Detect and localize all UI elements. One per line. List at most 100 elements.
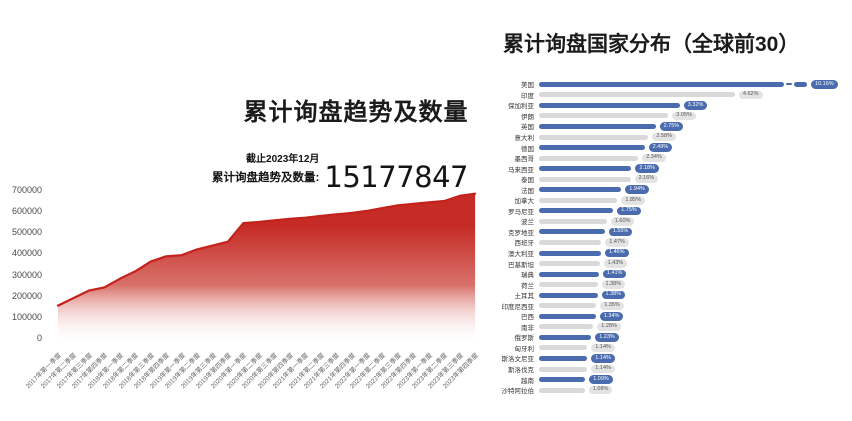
country-chart-title: 累计询盘国家分布（全球前30） [503,33,800,56]
country-label: 美国 [521,82,534,90]
value-badge: 1.08% [588,385,613,395]
bar-row: 巴基斯坦 1.43% [488,258,852,269]
bar-row: 斯洛伐克 1.14% [488,364,852,375]
country-label: 泰国 [521,177,534,185]
bar-row: 罗马尼亚 1.75% [488,206,852,217]
bar-row: 越南 1.09% [488,374,852,385]
bar-row: 马来西亚 2.18% [488,163,852,174]
value-badge: 1.60% [610,217,635,226]
y-tick-label: 500000 [11,227,42,238]
country-label: 巴基斯坦 [508,261,534,269]
trend-chart-title: 累计询盘趋势及数量 [243,99,469,126]
value-badge: 2.75% [659,122,684,131]
country-label: 印度尼西亚 [501,303,535,311]
bar [539,81,784,87]
bar-row: 斯洛文尼亚 1.14% [488,353,852,364]
country-label: 印度 [521,92,534,100]
bar [539,271,599,277]
value-badge: 1.47% [605,238,629,247]
country-label: 德国 [521,145,534,153]
country-label: 罗马尼亚 [508,208,534,216]
bar-row: 土耳其 1.38% [488,290,852,301]
country-label: 匈牙利 [514,345,535,353]
bar [539,218,607,224]
bar [539,208,614,214]
value-badge: 1.75% [617,206,641,216]
bar-row: 保加利亚 3.32% [488,100,852,111]
bar-row: 泰国 2.16% [488,174,852,185]
y-tick-label: 400000 [11,248,42,259]
total-inquiries-label: 累计询盘趋势及数量: [212,172,320,184]
bar [539,292,598,298]
value-badge: 1.28% [597,322,621,332]
trend-chart-panel: 累计询盘趋势及数量 截止2023年12月 累计询盘趋势及数量: 15177847… [11,99,480,390]
y-tick-label: 600000 [11,206,42,217]
country-label: 南非 [521,324,534,332]
bar [539,176,631,182]
bar-row: 匈牙利 1.14% [488,343,852,354]
bar [539,355,588,361]
bar-row: 克罗地亚 1.55% [488,227,852,238]
country-label: 克罗地亚 [508,229,534,237]
value-badge: 1.43% [603,259,628,268]
as-of-date-label: 截止2023年12月 [246,154,320,165]
country-label: 法国 [521,187,534,195]
bar-row: 德国 2.49% [488,142,852,153]
bar-row: 法国 1.94% [488,184,852,195]
value-badge: 2.49% [648,143,673,152]
country-label: 斯洛伐克 [508,367,534,375]
y-tick-label: 0 [36,332,42,343]
bar [539,313,596,319]
value-badge: 3.05% [672,111,696,121]
bar-row: 荷兰 1.38% [488,279,852,290]
bar [539,282,598,288]
value-badge: 1.46% [604,248,629,258]
bar-row: 意大利 2.58% [488,132,852,143]
country-bar-chart: 美国 10.16% 印度 4.62% 保加利亚 3.32% 伊朗 3.05% 英国 2.75% 意大… [488,79,852,395]
y-tick-label: 700000 [11,185,42,195]
bar-row: 印度 4.62% [488,90,852,101]
country-label: 英国 [521,124,534,132]
bar-row: 伊朗 3.05% [488,111,852,122]
bar-row: 波兰 1.60% [488,216,852,227]
value-badge: 1.23% [595,333,619,342]
value-badge: 2.58% [652,132,676,142]
value-badge: 1.38% [601,280,626,289]
bar-row: 美国 10.16% [488,79,852,90]
value-badge: 1.34% [599,312,624,321]
value-badge: 1.14% [591,364,615,374]
country-label: 加拿大 [514,198,535,206]
bar [539,239,602,245]
country-label: 荷兰 [521,282,534,290]
bar [539,166,632,172]
value-badge: 2.18% [635,164,659,173]
trend-area-chart [56,192,477,343]
country-label: 西班牙 [514,240,535,248]
value-badge: 1.38% [601,290,626,300]
stat-labels: 截止2023年12月 累计询盘趋势及数量: [212,150,319,190]
value-badge: 2.34% [642,153,666,163]
bar-row: 西班牙 1.47% [488,237,852,248]
bar [539,113,669,119]
bar [539,197,618,203]
bar [539,377,586,383]
y-tick-label: 200000 [11,290,42,301]
bar [539,387,585,393]
country-label: 土耳其 [514,293,535,301]
country-label: 意大利 [514,135,535,142]
country-label: 瑞典 [521,272,534,280]
trend-area-fill [58,193,476,343]
bar [539,324,594,330]
bar-row: 俄罗斯 1.23% [488,332,852,343]
country-label: 保加利亚 [508,103,534,111]
bar [539,155,639,161]
bar [539,334,592,340]
trend-line [56,192,477,307]
bar [539,250,601,256]
country-label: 墨西哥 [514,156,535,164]
value-badge: 1.14% [591,343,615,353]
country-label: 澳大利亚 [508,251,534,259]
bar [539,134,649,140]
axis-break-icon [786,83,792,86]
bar [539,345,588,351]
